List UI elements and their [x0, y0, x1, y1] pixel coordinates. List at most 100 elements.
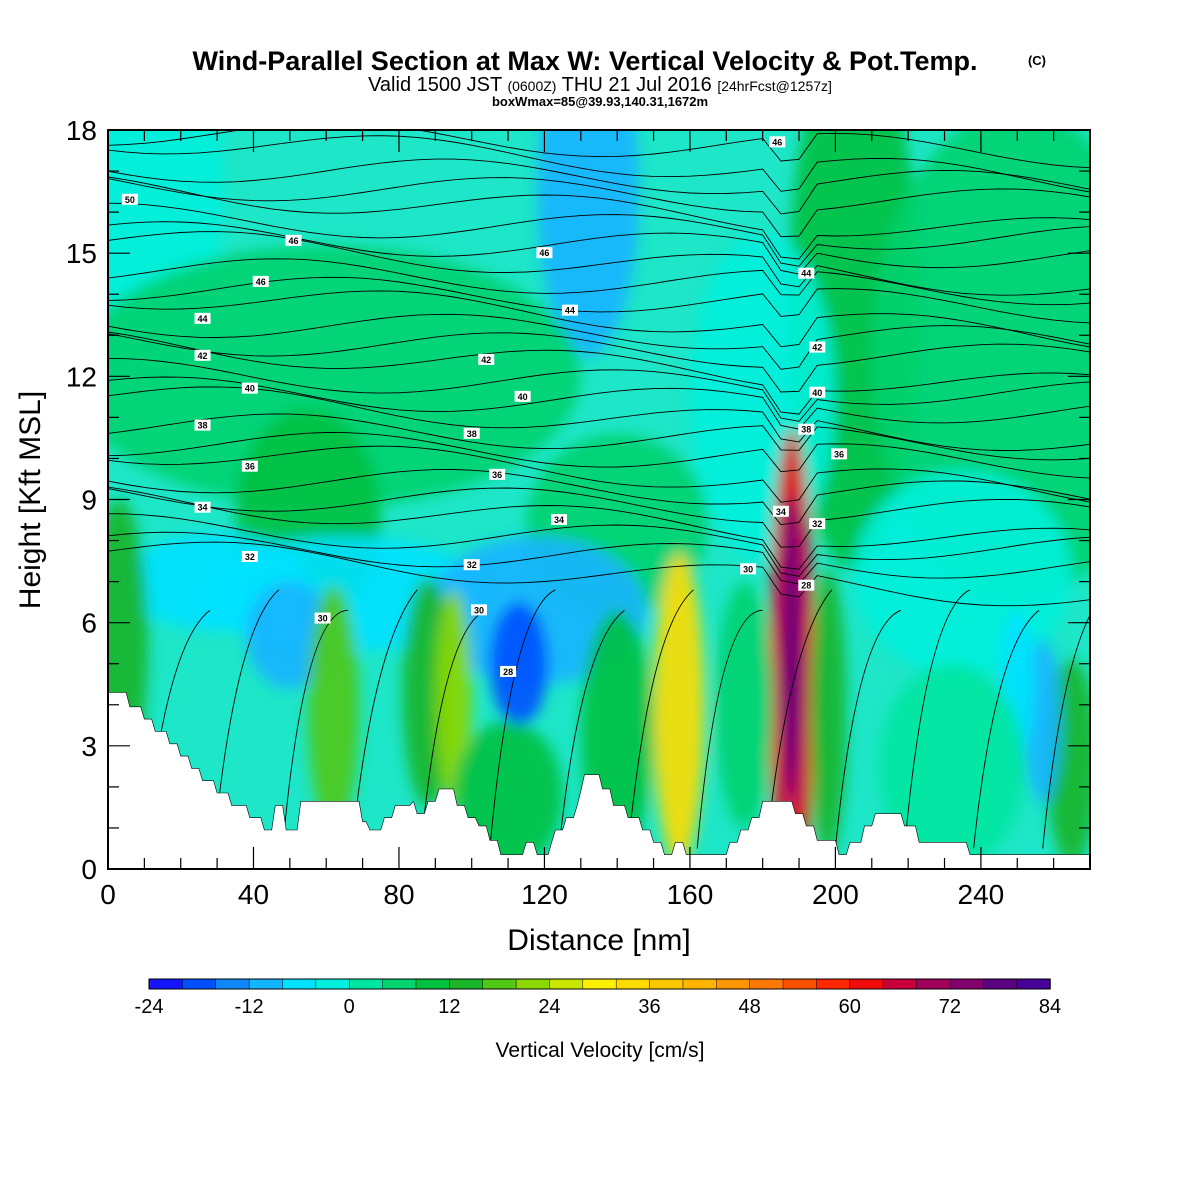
- isentrope-line: [108, 276, 1090, 324]
- y-tick-label: 12: [66, 361, 97, 392]
- contour-label-text: 34: [198, 503, 208, 513]
- contour-label: 50: [121, 193, 138, 205]
- isentrope-line: [108, 130, 1090, 169]
- contour-label: 38: [194, 419, 211, 431]
- contour-label: 44: [194, 312, 211, 324]
- contour-label-text: 30: [743, 564, 753, 574]
- velocity-cell: [715, 581, 774, 828]
- contour-label-text: 32: [812, 519, 822, 529]
- isentrope-line: [108, 513, 1090, 577]
- isentrope-line: [627, 589, 694, 849]
- velocity-field: [108, 130, 1090, 869]
- isentrope-line: [108, 221, 1090, 275]
- contour-label-text: 38: [198, 421, 208, 431]
- isentrope-line: [108, 231, 1090, 296]
- isentrope-line: [108, 357, 1090, 422]
- colorbar-swatch: [449, 978, 484, 990]
- contour-label-text: 38: [801, 425, 811, 435]
- x-tick-label: 80: [383, 879, 414, 910]
- contour-label-text: 36: [245, 462, 255, 472]
- contour-label: 36: [831, 448, 848, 460]
- y-tick-label: 18: [66, 115, 97, 146]
- x-tick-label: 160: [667, 879, 714, 910]
- contour-label-text: 44: [198, 314, 208, 324]
- colorbar-tick-label: 36: [638, 996, 660, 1018]
- contour-label-box: [194, 419, 211, 431]
- contour-label-text: 30: [318, 614, 328, 624]
- contour-label: 46: [536, 247, 553, 259]
- contour-label-text: 46: [288, 236, 298, 246]
- contour-label-box: [831, 448, 848, 460]
- velocity-cell: [879, 663, 1025, 869]
- isentrope-line: [108, 135, 1090, 193]
- isentrope-line: [765, 589, 833, 849]
- contour-label-box: [536, 247, 553, 259]
- potential-temperature-contours: [108, 130, 1090, 849]
- x-axis-label: Distance [nm]: [507, 924, 690, 957]
- contour-label: 40: [241, 382, 258, 394]
- contour-label: 28: [500, 665, 517, 677]
- copyright-mark: (C): [1028, 53, 1046, 68]
- y-tick-label: 6: [81, 608, 97, 639]
- velocity-cell: [435, 589, 472, 804]
- x-tick-label: 200: [812, 879, 859, 910]
- contour-label-box: [121, 193, 138, 205]
- isentrope-line: [108, 258, 1090, 306]
- isentrope-line: [904, 589, 971, 849]
- terrain: [108, 692, 1090, 869]
- colorbar-swatch: [949, 978, 985, 990]
- isentrope-line: [1042, 614, 1090, 849]
- isentrope-line: [108, 486, 1090, 570]
- colorbar-tick-label: 0: [344, 996, 355, 1018]
- x-tick-label: 120: [521, 879, 568, 910]
- velocity-cell: [108, 244, 581, 508]
- y-tick-label: 0: [81, 854, 97, 885]
- colorbar-tick-labels: -24 -12 0 12 24 36 48 60 72 84: [135, 996, 1062, 1018]
- colorbar-swatch: [716, 978, 751, 990]
- contour-label-text: 38: [467, 429, 477, 439]
- isentrope-line: [108, 541, 1090, 607]
- contour-label-text: 32: [467, 560, 477, 570]
- contour-label: 36: [489, 468, 506, 480]
- x-tick-label: 40: [238, 879, 269, 910]
- colorbar-tick-label: 48: [739, 996, 761, 1018]
- colorbar-swatch: [649, 978, 684, 990]
- contour-labels: 50 46 46 44 42 40 38 36 34 32 30 46 46 44 42 40 38 36 34 32…: [121, 136, 848, 677]
- isentrope-line: [973, 609, 1040, 849]
- colorbar-swatch: [1016, 978, 1051, 990]
- isentrope-line: [108, 332, 1090, 393]
- contour-label-text: 40: [518, 392, 528, 402]
- isentrope-line: [696, 609, 763, 849]
- isentrope-line: [108, 469, 1090, 526]
- contour-label-text: 46: [256, 277, 266, 287]
- colorbar-swatch: [882, 978, 918, 990]
- velocity-cell: [308, 585, 359, 833]
- colorbar-swatch: [849, 978, 884, 990]
- isentrope-line: [108, 413, 1090, 461]
- contour-label: 38: [463, 427, 480, 439]
- colorbar-swatch: [916, 978, 951, 990]
- contour-label-box: [550, 514, 567, 526]
- isentrope-line: [282, 609, 349, 849]
- colorbar-tick-label: 84: [1039, 996, 1061, 1018]
- isentrope-line: [108, 202, 1090, 267]
- contour-label-box: [740, 563, 757, 575]
- contour-label-text: 34: [776, 507, 786, 517]
- contour-label-box: [500, 665, 517, 677]
- contour-label-box: [194, 349, 211, 361]
- contour-label-box: [809, 518, 826, 530]
- y-tick-label: 3: [81, 731, 97, 762]
- contour-label-text: 40: [812, 388, 822, 398]
- isentrope-line: [108, 290, 1090, 348]
- contour-label-text: 32: [245, 552, 255, 562]
- colorbar-tick-label: 24: [538, 996, 560, 1018]
- colorbar-swatch: [415, 978, 451, 990]
- contour-label: 30: [470, 604, 487, 616]
- contour-label-box: [769, 136, 786, 148]
- colorbar-frame: [148, 978, 1051, 990]
- contour-label: 46: [769, 136, 786, 148]
- contour-label: 36: [241, 460, 258, 472]
- contour-label-text: 40: [245, 384, 255, 394]
- contour-label: 32: [463, 559, 480, 571]
